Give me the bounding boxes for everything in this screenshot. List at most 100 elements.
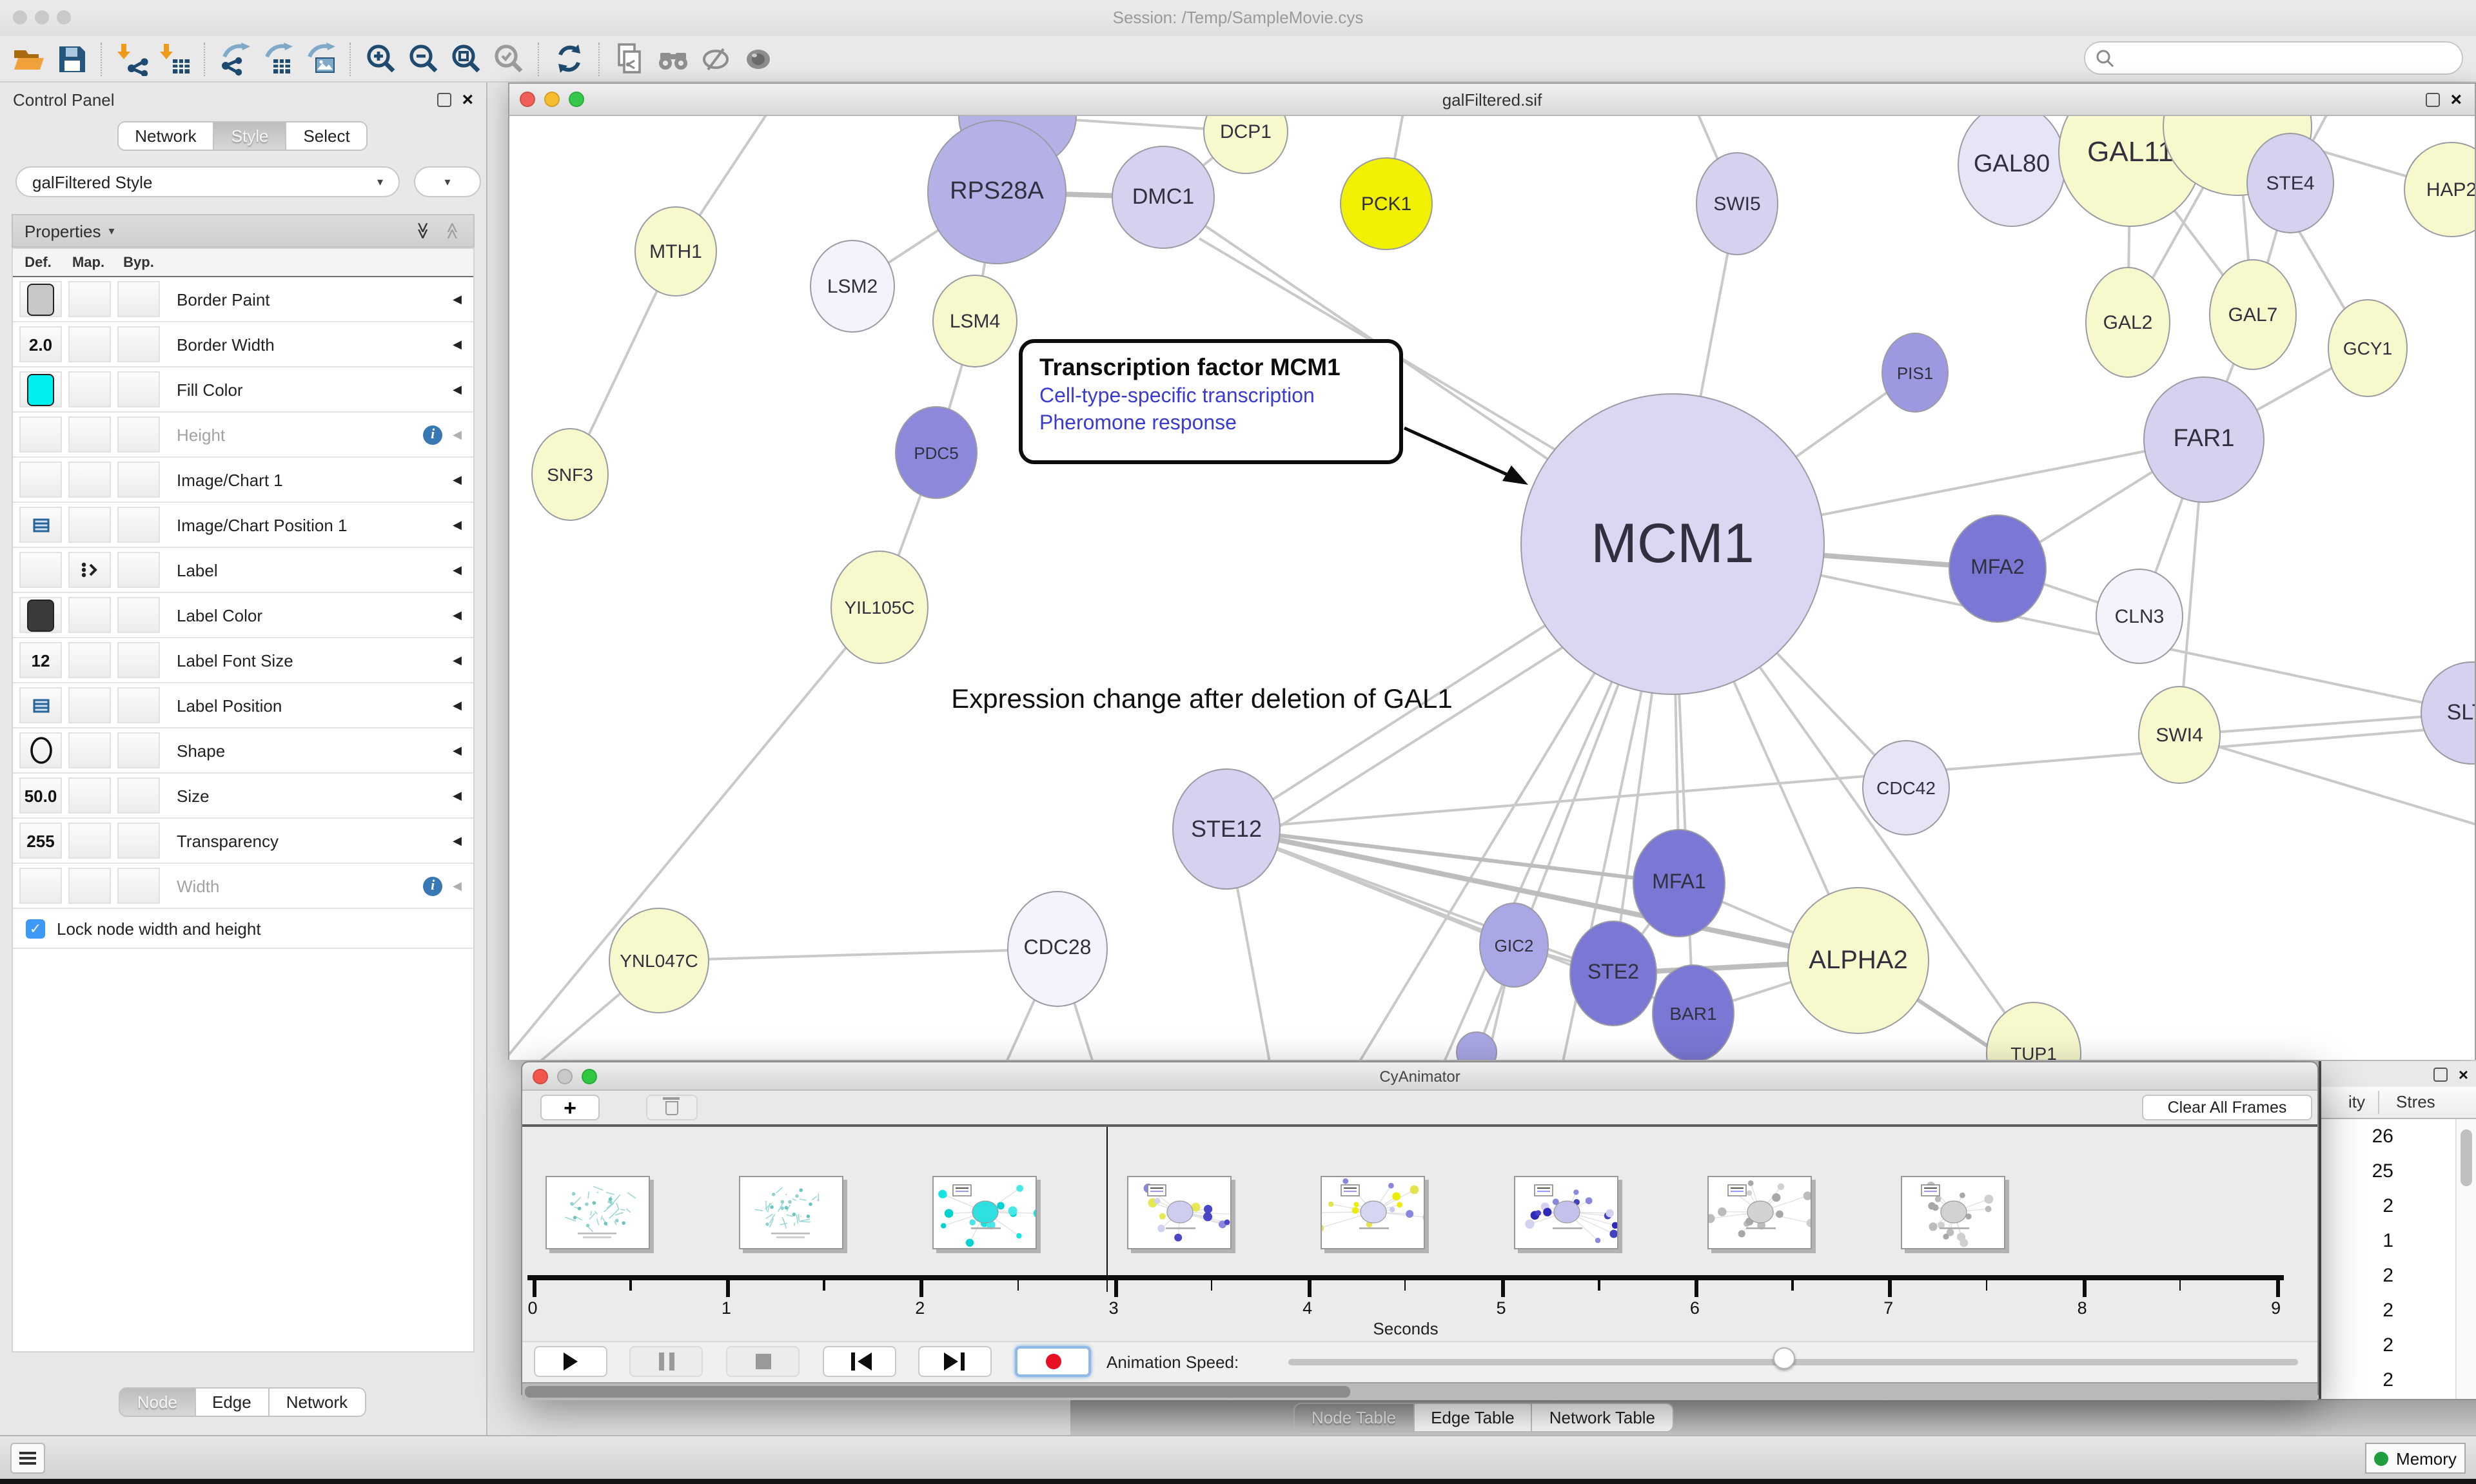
prop-def-cell[interactable] <box>19 597 62 633</box>
node-PDC5[interactable]: PDC5 <box>895 406 978 499</box>
prop-map-cell[interactable] <box>68 687 111 723</box>
prop-def-cell[interactable] <box>19 868 62 904</box>
hide-details-icon[interactable] <box>694 38 736 79</box>
tab-node[interactable]: Node <box>119 1387 195 1417</box>
node-PCK1[interactable]: PCK1 <box>1340 157 1433 250</box>
prop-def-cell[interactable]: 50.0 <box>19 777 62 814</box>
prop-def-cell[interactable] <box>19 416 62 453</box>
prop-def-cell[interactable] <box>19 462 62 498</box>
table-row[interactable]: 1 <box>2383 1230 2393 1252</box>
style-property-transparency[interactable]: 255 Transparency ◀ <box>13 819 473 864</box>
node-GAL7[interactable]: GAL7 <box>2209 259 2297 370</box>
skip-to-start-button[interactable] <box>823 1346 896 1377</box>
frame-thumbnail-7[interactable] <box>1901 1176 2006 1249</box>
network-window-titlebar[interactable]: galFiltered.sif × <box>509 84 2475 116</box>
tab-edge[interactable]: Edge <box>194 1387 270 1417</box>
node-STE2[interactable]: STE2 <box>1569 921 1657 1026</box>
style-property-fill-color[interactable]: Fill Color ◀ <box>13 367 473 413</box>
scrollbar-thumb[interactable] <box>525 1386 1351 1398</box>
prop-map-cell[interactable] <box>68 552 111 588</box>
tab-network[interactable]: Network <box>117 121 215 151</box>
cyanimator-titlebar[interactable]: CyAnimator <box>522 1062 2317 1091</box>
maximize-window-icon[interactable] <box>569 92 584 107</box>
export-table-icon[interactable] <box>257 38 299 79</box>
table-row[interactable]: 26 <box>2372 1126 2393 1147</box>
prop-byp-cell[interactable] <box>117 371 160 407</box>
node-YIL105C[interactable]: YIL105C <box>830 551 928 664</box>
frame-thumbnail-4[interactable] <box>1320 1176 1425 1249</box>
style-property-label-font-size[interactable]: 12 Label Font Size ◀ <box>13 638 473 683</box>
collapse-all-icon[interactable]: ≫ <box>442 222 462 240</box>
node-MFA1[interactable]: MFA1 <box>1633 829 1725 937</box>
export-image-icon[interactable] <box>299 38 342 79</box>
style-property-image-chart-position-1[interactable]: Image/Chart Position 1 ◀ <box>13 503 473 548</box>
frame-thumbnail-2[interactable] <box>932 1176 1037 1249</box>
zoom-selected-icon[interactable] <box>487 38 530 79</box>
open-session-icon[interactable] <box>8 38 50 79</box>
prop-map-cell[interactable] <box>68 326 111 362</box>
refresh-icon[interactable] <box>548 38 591 79</box>
tab-network-table[interactable]: Network Table <box>1531 1403 1674 1432</box>
style-property-border-paint[interactable]: Border Paint ◀ <box>13 277 473 322</box>
close-panel-icon[interactable]: × <box>462 88 473 110</box>
prop-map-cell[interactable] <box>68 462 111 498</box>
frames-timeline[interactable]: Seconds 0 1 2 3 4 5 6 7 8 9 <box>522 1127 2317 1341</box>
frame-thumbnail-5[interactable] <box>1514 1176 1618 1249</box>
node-CDC42[interactable]: CDC42 <box>1862 740 1950 835</box>
expand-arrow-icon[interactable]: ◀ <box>453 563 462 576</box>
table-scrollbar[interactable] <box>2455 1119 2476 1404</box>
close-table-icon[interactable]: × <box>2458 1064 2468 1084</box>
prop-byp-cell[interactable] <box>117 507 160 543</box>
prop-def-cell[interactable] <box>19 687 62 723</box>
style-property-shape[interactable]: Shape ◀ <box>13 728 473 774</box>
float-table-icon[interactable] <box>2433 1067 2448 1081</box>
prop-def-cell[interactable]: 12 <box>19 642 62 678</box>
save-session-icon[interactable] <box>50 38 93 79</box>
search-network-icon[interactable] <box>651 38 694 79</box>
window-close-icon[interactable] <box>13 10 27 24</box>
prop-byp-cell[interactable] <box>117 416 160 453</box>
style-property-label-position[interactable]: Label Position ◀ <box>13 683 473 728</box>
close-window-icon[interactable] <box>533 1068 548 1084</box>
timeline-scrollbar[interactable] <box>522 1382 2317 1400</box>
tab-node-table[interactable]: Node Table <box>1293 1403 1415 1432</box>
prop-byp-cell[interactable] <box>117 326 160 362</box>
window-zoom-icon[interactable] <box>57 10 71 24</box>
prop-def-cell[interactable] <box>19 552 62 588</box>
expand-arrow-icon[interactable]: ◀ <box>453 608 462 621</box>
style-property-label-color[interactable]: Label Color ◀ <box>13 593 473 638</box>
style-property-size[interactable]: 50.0 Size ◀ <box>13 774 473 819</box>
expand-arrow-icon[interactable]: ◀ <box>453 427 462 440</box>
timeline-playhead[interactable] <box>1106 1127 1108 1292</box>
memory-button[interactable]: Memory <box>2365 1443 2466 1474</box>
expand-all-icon[interactable]: ≫ <box>413 222 433 240</box>
prop-def-cell[interactable]: 255 <box>19 823 62 859</box>
style-selector[interactable]: galFiltered Style ▾ <box>15 166 400 197</box>
table-row[interactable]: 2 <box>2383 1369 2393 1391</box>
network-canvas[interactable]: DCP1 RPS28A DMC1 PCK1 MTH1 LSM2 LSM4 SWI5 GAL80 G… <box>509 116 2475 1060</box>
prop-map-cell[interactable] <box>68 507 111 543</box>
prop-def-cell[interactable] <box>19 371 62 407</box>
tab-network-bottom[interactable]: Network <box>268 1387 366 1417</box>
close-view-icon[interactable]: × <box>2450 88 2462 110</box>
expand-arrow-icon[interactable]: ◀ <box>453 473 462 485</box>
prop-map-cell[interactable] <box>68 777 111 814</box>
node-MCM1[interactable]: MCM1 <box>1520 393 1825 695</box>
frame-thumbnail-3[interactable] <box>1126 1176 1232 1249</box>
expand-arrow-icon[interactable]: ◀ <box>453 698 462 711</box>
column-stress[interactable]: Stres <box>2396 1092 2435 1111</box>
style-options-button[interactable]: ▾ <box>414 166 481 197</box>
column-centrality[interactable]: ity <box>2348 1092 2365 1111</box>
prop-def-cell[interactable]: 2.0 <box>19 326 62 362</box>
prop-def-cell[interactable] <box>19 507 62 543</box>
prop-map-cell[interactable] <box>68 868 111 904</box>
prop-def-cell[interactable] <box>19 281 62 317</box>
prop-byp-cell[interactable] <box>117 777 160 814</box>
node-ALPHA2[interactable]: ALPHA2 <box>1787 887 1929 1034</box>
node-BAR1[interactable]: BAR1 <box>1652 964 1734 1060</box>
style-property-height[interactable]: Height i ◀ <box>13 413 473 458</box>
show-panels-button[interactable] <box>10 1443 45 1474</box>
prop-byp-cell[interactable] <box>117 281 160 317</box>
prop-byp-cell[interactable] <box>117 597 160 633</box>
lock-checkbox[interactable]: ✓ <box>26 919 45 938</box>
